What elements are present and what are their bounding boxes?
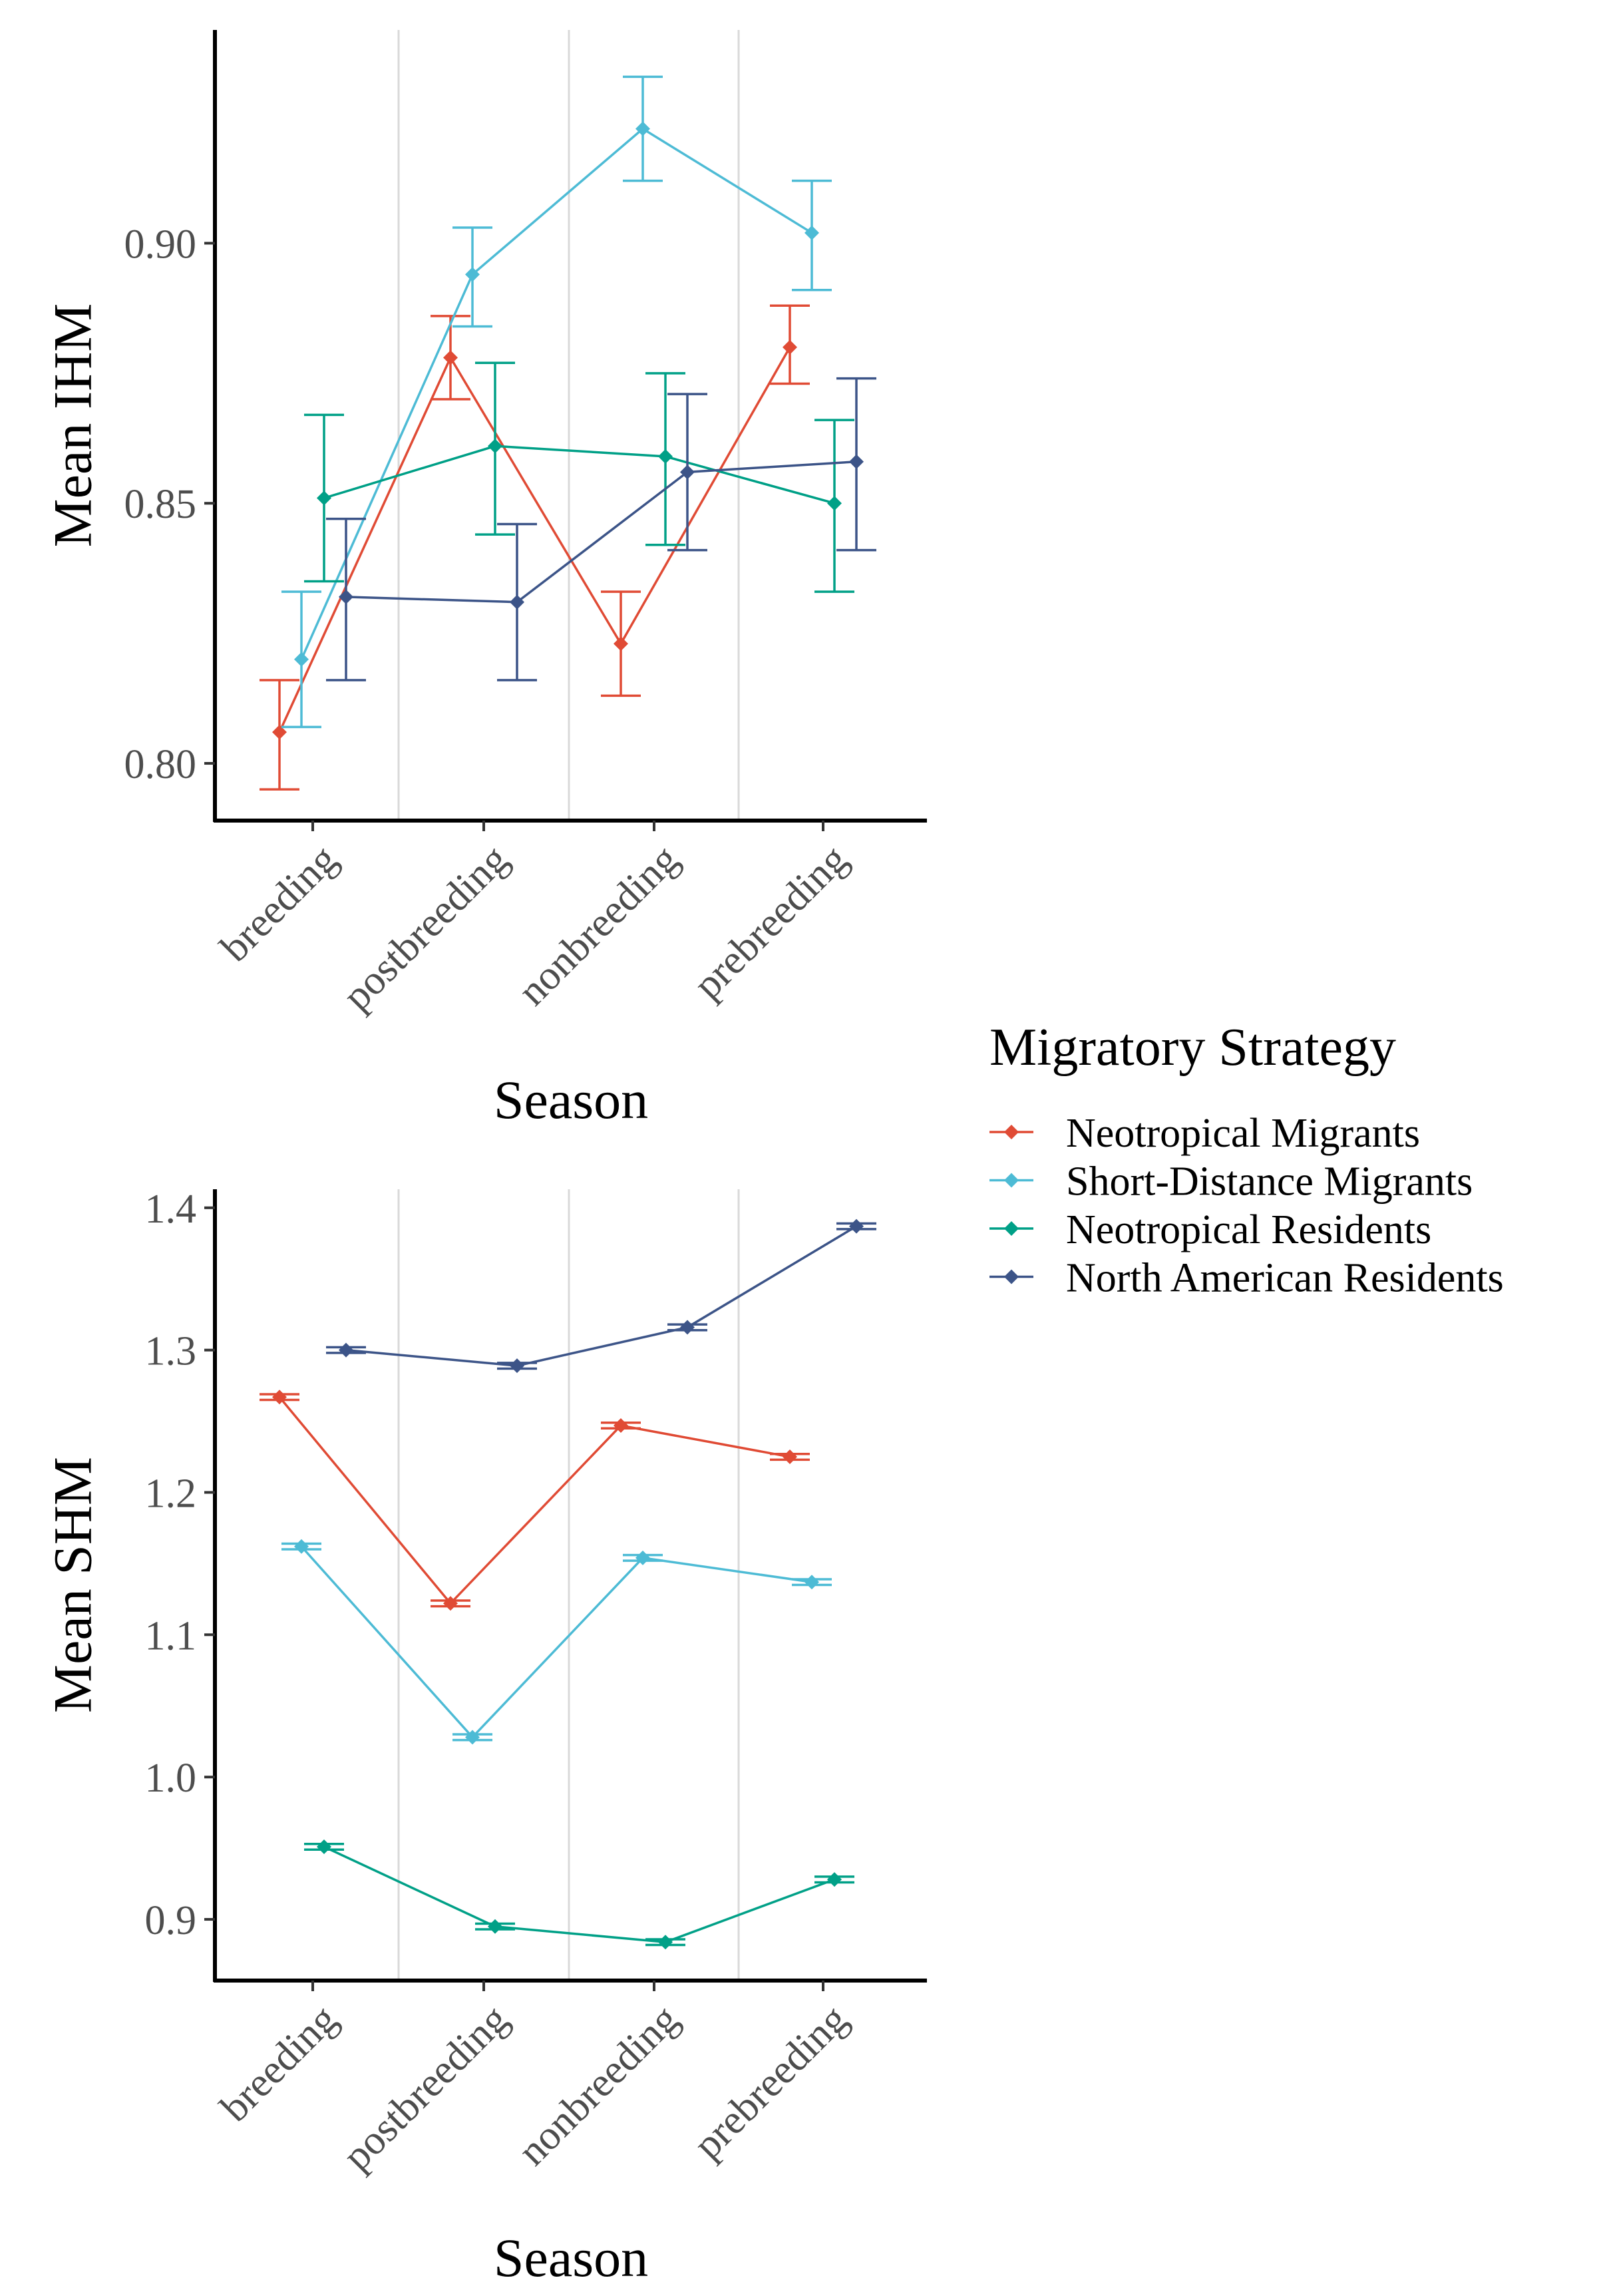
series-neotropical-residents [304,1839,854,1950]
legend-key-marker [1004,1125,1019,1139]
axes-shm [213,1189,927,1983]
data-point [783,339,797,355]
data-point [635,121,650,136]
legend-label: Neotropical Residents [1066,1207,1431,1252]
data-point [272,725,287,740]
data-point [849,1219,864,1234]
series-line [323,1845,835,1944]
data-point [680,1320,695,1335]
x-axis-label-ihm: Season [494,1069,648,1130]
series-line [278,346,791,733]
y-tick-label: 1.2 [145,1471,197,1516]
data-point [443,1596,458,1611]
y-tick-label: 0.9 [145,1898,197,1943]
y-axis-label-shm: Mean SHM [43,1457,103,1713]
series-north-american-residents [326,377,876,681]
data-point [488,1919,502,1934]
data-point [317,490,331,506]
y-tick-label: 1.3 [145,1329,197,1374]
y-tick-label: 0.80 [124,742,197,787]
series-ihm [260,75,876,791]
data-point [443,350,458,365]
series-line [300,1545,812,1739]
data-point [488,439,502,454]
series-neotropical-residents [304,361,854,593]
series-shm [260,1219,876,1950]
legend-key-marker [1004,1221,1019,1236]
data-point [272,1390,287,1405]
y-tick-label: 1.1 [145,1613,197,1658]
data-point [827,496,842,511]
series-neotropical-migrants [260,304,810,791]
legend-entry-short-distance-migrants: Short-Distance Migrants [989,1159,1473,1205]
series-short-distance-migrants [281,75,832,729]
data-point [465,267,480,282]
data-point [658,449,673,464]
y-ticks-shm: 0.9 1.0 1.1 1.2 1.3 1.4 [145,1187,215,1943]
series-north-american-residents [326,1219,876,1374]
data-point [614,636,628,652]
legend-title: Migratory Strategy [989,1018,1396,1077]
data-point [635,1550,650,1565]
x-axis-label-shm: Season [494,2227,648,2288]
y-tick-label: 1.0 [145,1756,197,1801]
data-point [510,1358,524,1374]
data-point [680,465,695,480]
data-point [510,594,524,610]
data-point [465,1730,480,1745]
y-tick-label: 0.85 [124,482,197,527]
y-axis-label-ihm: Mean IHM [43,303,103,548]
data-point [783,1449,797,1465]
legend-key-marker [1004,1173,1019,1188]
legend: Migratory Strategy Neotropical MigrantsS… [989,1018,1504,1301]
legend-entry-north-american-residents: North American Residents [989,1256,1504,1301]
data-point [339,589,353,604]
data-point [804,225,819,240]
season-separators [397,1189,740,1981]
data-point [827,1872,842,1887]
series-line [345,1225,857,1367]
legend-entry-neotropical-residents: Neotropical Residents [989,1207,1431,1252]
data-point [294,652,309,667]
data-point [658,1935,673,1950]
series-short-distance-migrants [281,1539,832,1745]
series-line [278,1396,791,1605]
data-point [294,1539,309,1554]
series-line [323,445,835,504]
season-separators [397,30,740,821]
legend-entry-neotropical-migrants: Neotropical Migrants [989,1111,1420,1156]
legend-key-marker [1004,1269,1019,1284]
y-tick-label: 1.4 [145,1187,197,1232]
series-neotropical-migrants [260,1390,810,1611]
data-point [339,1342,353,1358]
data-point [317,1839,331,1854]
series-line [300,127,812,660]
axes-ihm [213,30,927,823]
data-point [804,1575,819,1590]
data-point [614,1418,628,1433]
y-ticks-ihm: 0.80 0.85 0.90 [124,222,215,787]
series-line [345,460,857,604]
y-tick-label: 0.90 [124,222,197,267]
legend-label: Short-Distance Migrants [1066,1159,1473,1205]
legend-label: Neotropical Migrants [1066,1111,1420,1156]
data-point [849,454,864,469]
legend-label: North American Residents [1066,1256,1504,1301]
